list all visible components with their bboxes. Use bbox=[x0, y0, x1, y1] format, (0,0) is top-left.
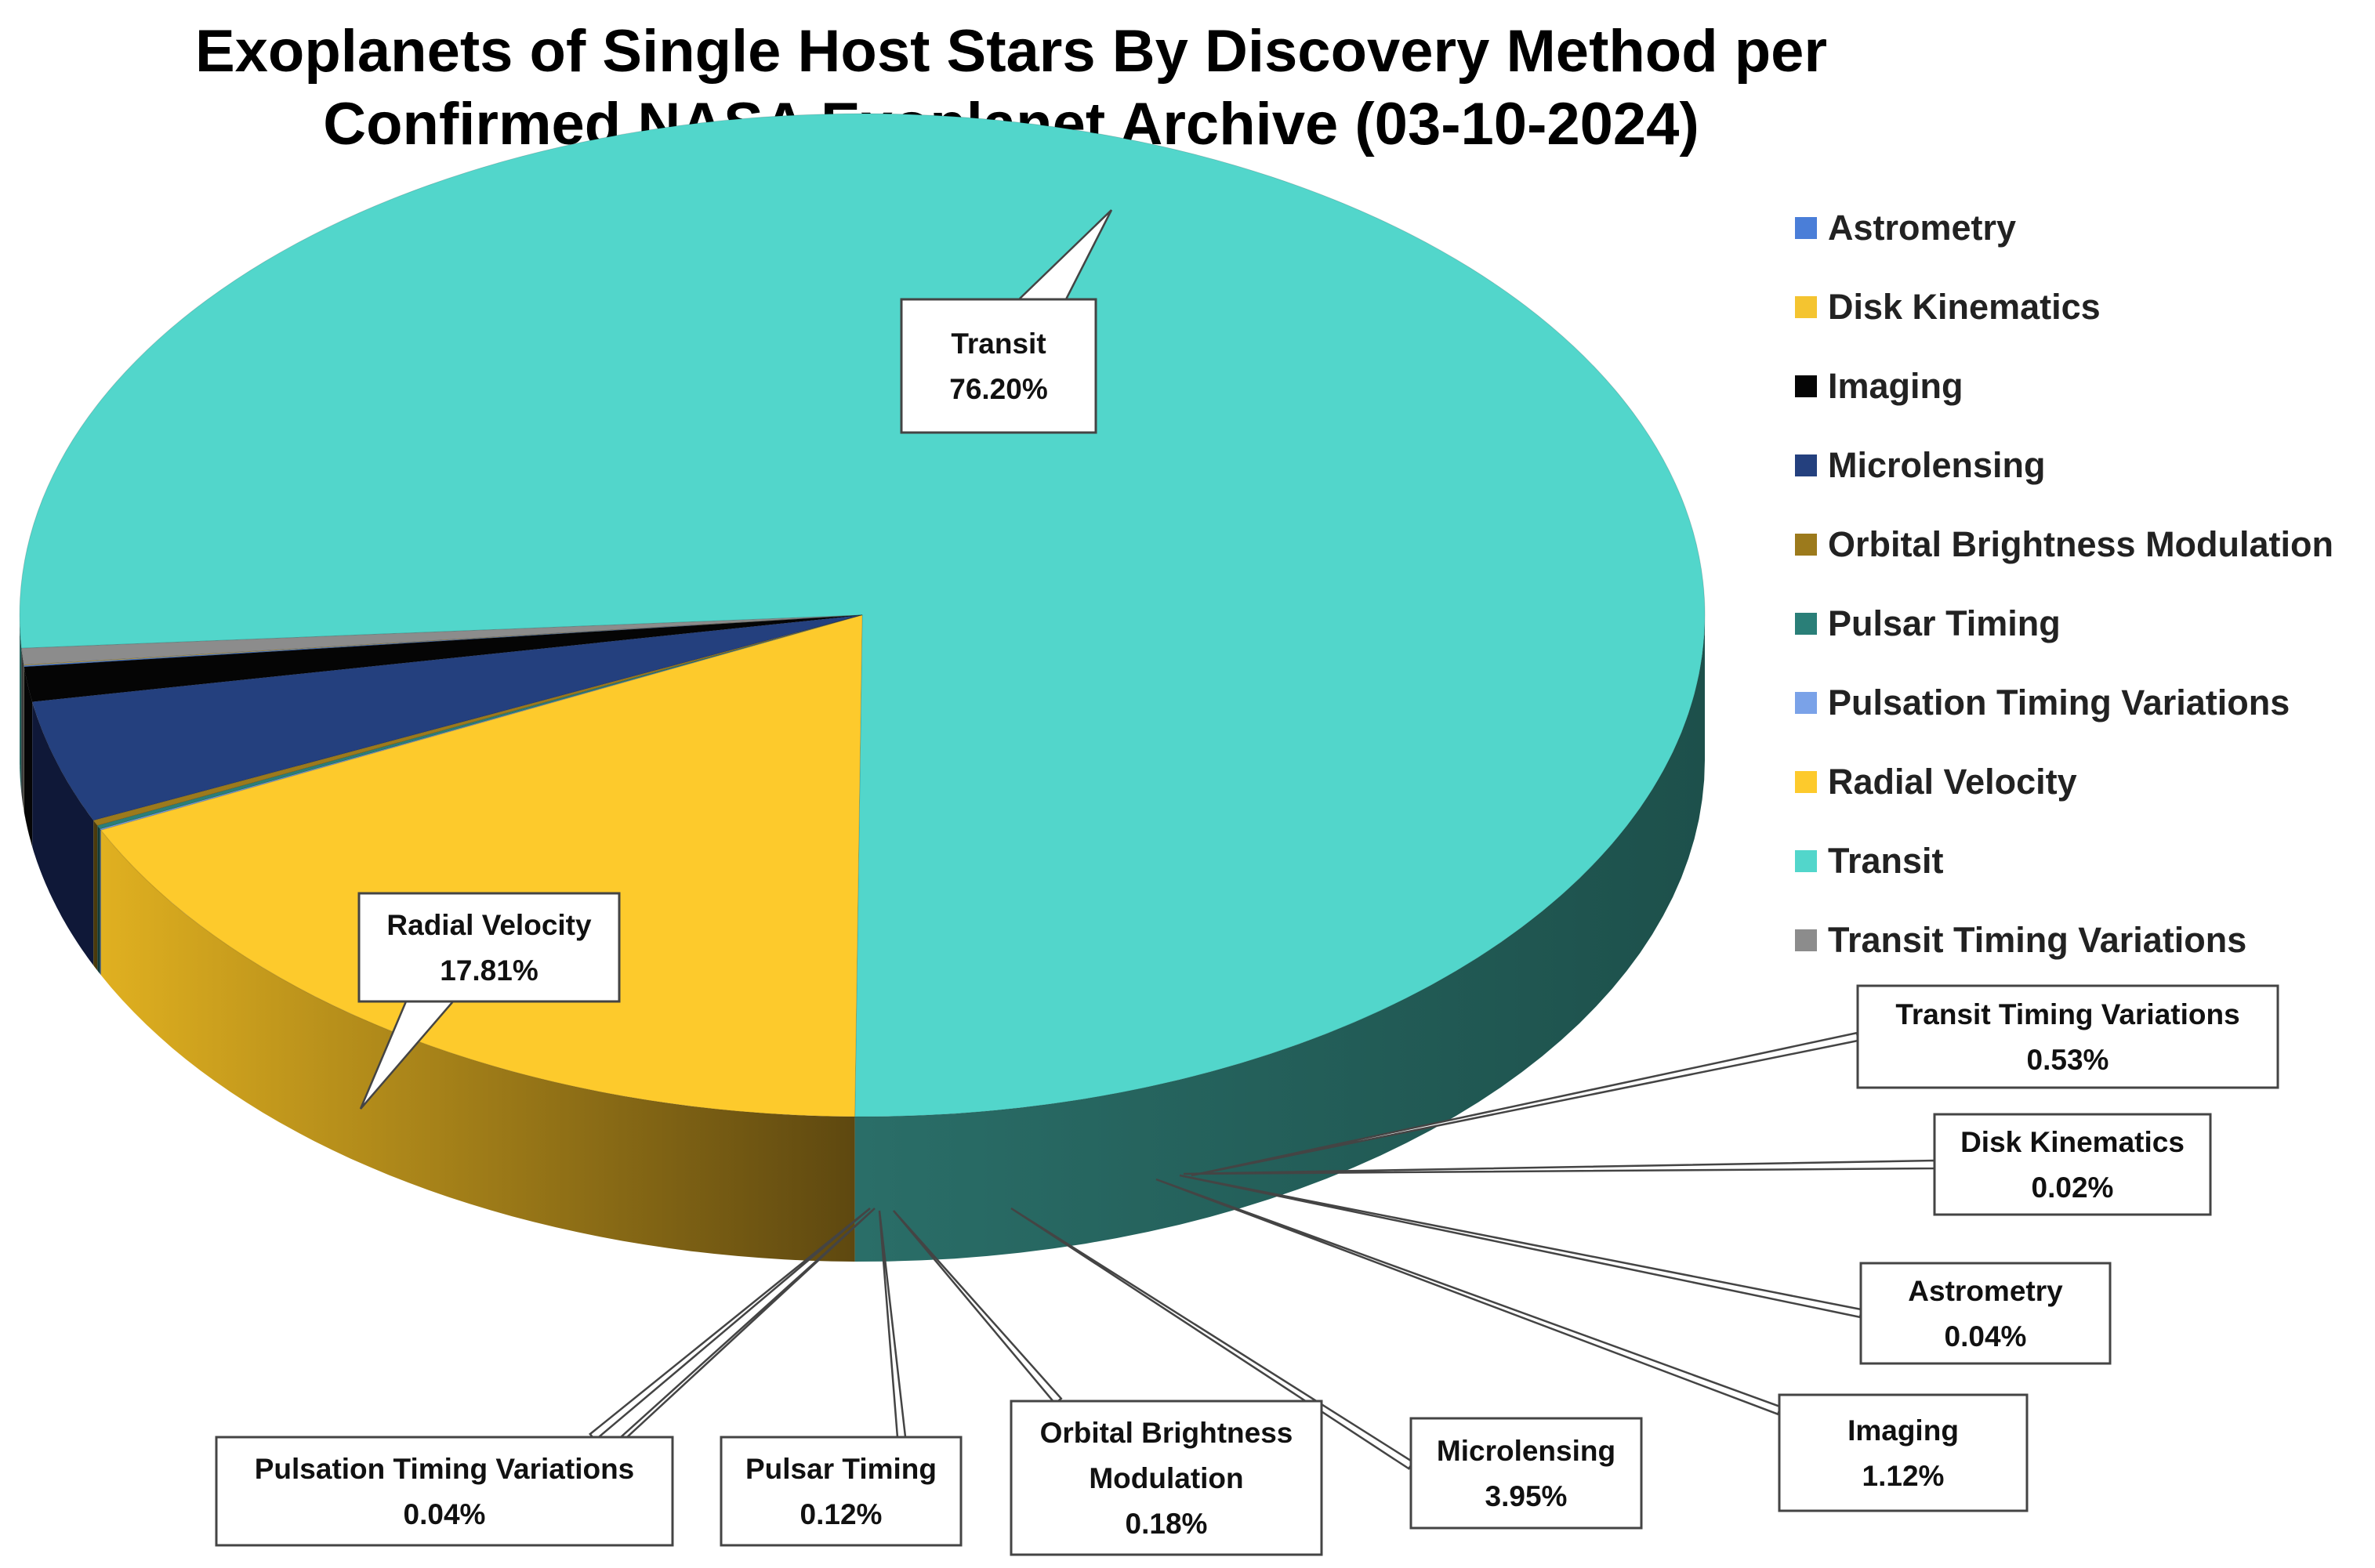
legend-label-pulsar-timing: Pulsar Timing bbox=[1828, 603, 2061, 643]
data-label-transit: Transit 76.20% bbox=[900, 209, 1113, 434]
legend-item-pulsar-timing: Pulsar Timing bbox=[1795, 584, 2333, 663]
legend-item-pulsation-timing-variations: Pulsation Timing Variations bbox=[1795, 663, 2333, 742]
legend-swatch-astrometry bbox=[1795, 216, 1817, 239]
side-wall-transit bbox=[854, 615, 1705, 1262]
side-wall-pulsation-timing-variations bbox=[100, 829, 101, 976]
legend-swatch-transit-timing-variations bbox=[1795, 929, 1817, 951]
slice-transit-timing-variations bbox=[20, 614, 863, 666]
side-wall-radial-velocity bbox=[100, 830, 855, 1262]
label-box-imaging bbox=[1778, 1393, 2029, 1512]
legend-swatch-transit bbox=[1795, 849, 1817, 872]
side-wall-microlensing bbox=[32, 701, 94, 965]
label-name-radial-velocity: Radial Velocity bbox=[386, 909, 592, 941]
legend-item-imaging: Imaging bbox=[1795, 346, 2333, 425]
legend-item-astrometry: Astrometry bbox=[1795, 188, 2333, 267]
data-label-astrometry: Astrometry 0.04% bbox=[1179, 1174, 2112, 1365]
legend-label-orbital-brightness-modulation: Orbital Brightness Modulation bbox=[1828, 523, 2334, 564]
label-value-pulsar-timing: 0.12% bbox=[800, 1498, 883, 1530]
label-name-pulsar-timing: Pulsar Timing bbox=[745, 1453, 937, 1485]
slice-imaging bbox=[24, 614, 863, 703]
label-name-orbital-brightness-modulation: Modulation bbox=[1089, 1462, 1243, 1494]
label-box-transit bbox=[900, 298, 1097, 434]
data-label-imaging: Imaging 1.12% bbox=[1155, 1178, 2029, 1512]
slice-orbital-brightness-modulation bbox=[92, 614, 863, 827]
side-wall-orbital-brightness-modulation bbox=[93, 820, 98, 971]
legend-label-imaging: Imaging bbox=[1828, 365, 1963, 406]
label-value-radial-velocity: 17.81% bbox=[440, 954, 538, 987]
slice-transit bbox=[19, 113, 1706, 1117]
label-value-disk-kinematics: 0.02% bbox=[2032, 1171, 2114, 1204]
label-box-radial-velocity bbox=[357, 892, 621, 1003]
slice-pulsar-timing bbox=[96, 614, 863, 830]
legend-swatch-pulsar-timing bbox=[1795, 612, 1817, 635]
pie-side-walls bbox=[20, 615, 1705, 1262]
slice-microlensing bbox=[31, 614, 863, 821]
legend-label-transit: Transit bbox=[1828, 840, 1944, 881]
legend-swatch-pulsation-timing-variations bbox=[1795, 691, 1817, 714]
pie-slices bbox=[19, 113, 1706, 1117]
label-value-pulsation-timing-variations: 0.04% bbox=[404, 1498, 486, 1530]
legend-swatch-microlensing bbox=[1795, 454, 1817, 476]
chart-legend: Astrometry Disk Kinematics Imaging Microlen… bbox=[1795, 188, 2333, 980]
legend-swatch-disk-kinematics bbox=[1795, 295, 1817, 318]
data-label-pulsation-timing-variations: Pulsation Timing Variations 0.04% bbox=[215, 1208, 876, 1547]
label-name-imaging: Imaging bbox=[1847, 1414, 1959, 1447]
label-name-pulsation-timing-variations: Pulsation Timing Variations bbox=[255, 1453, 635, 1485]
label-value-orbital-brightness-modulation: 0.18% bbox=[1126, 1508, 1208, 1540]
label-name-astrometry: Astrometry bbox=[1908, 1275, 2063, 1307]
data-label-disk-kinematics: Disk Kinematics 0.02% bbox=[1183, 1113, 2212, 1216]
legend-label-pulsation-timing-variations: Pulsation Timing Variations bbox=[1828, 682, 2290, 722]
legend-swatch-imaging bbox=[1795, 375, 1817, 397]
legend-item-transit-timing-variations: Transit Timing Variations bbox=[1795, 900, 2333, 980]
data-label-orbital-brightness-modulation: Orbital Brightness Modulation 0.18% bbox=[893, 1210, 1323, 1556]
data-label-radial-velocity: Radial Velocity 17.81% bbox=[357, 892, 621, 1110]
slice-pulsation-timing-variations bbox=[99, 614, 863, 831]
legend-label-disk-kinematics: Disk Kinematics bbox=[1828, 286, 2101, 327]
label-name-transit: Transit bbox=[951, 328, 1046, 360]
side-wall-transit bbox=[20, 615, 22, 794]
leader-astrometry bbox=[1179, 1174, 1863, 1319]
label-name-orbital-brightness-modulation: Orbital Brightness bbox=[1040, 1417, 1293, 1449]
label-box-pulsar-timing bbox=[720, 1436, 963, 1547]
legend-item-orbital-brightness-modulation: Orbital Brightness Modulation bbox=[1795, 505, 2333, 584]
chart-title-line-1: Exoplanets of Single Host Stars By Disco… bbox=[194, 18, 1828, 85]
legend-label-astrometry: Astrometry bbox=[1828, 207, 2017, 248]
legend-item-radial-velocity: Radial Velocity bbox=[1795, 742, 2333, 821]
legend-swatch-orbital-brightness-modulation bbox=[1795, 533, 1817, 556]
slice-disk-kinematics bbox=[23, 614, 863, 666]
side-wall-imaging bbox=[24, 667, 33, 847]
label-value-astrometry: 0.04% bbox=[1945, 1320, 2027, 1353]
legend-swatch-radial-velocity bbox=[1795, 770, 1817, 793]
side-wall-pulsar-timing bbox=[97, 825, 100, 974]
data-label-pulsar-timing: Pulsar Timing 0.12% bbox=[720, 1210, 963, 1547]
label-box-disk-kinematics bbox=[1933, 1113, 2212, 1216]
side-wall-transit-timing-variations bbox=[21, 648, 24, 810]
leader-imaging bbox=[1155, 1178, 1782, 1416]
label-box-transit-timing-variations bbox=[1856, 984, 2279, 1089]
legend-label-transit-timing-variations: Transit Timing Variations bbox=[1828, 919, 2247, 960]
label-value-transit-timing-variations: 0.53% bbox=[2027, 1044, 2109, 1076]
slice-astrometry bbox=[23, 614, 863, 668]
label-name-microlensing: Microlensing bbox=[1437, 1435, 1615, 1467]
label-box-astrometry bbox=[1859, 1262, 2112, 1365]
label-name-transit-timing-variations: Transit Timing Variations bbox=[1895, 998, 2239, 1030]
label-box-microlensing bbox=[1409, 1417, 1643, 1530]
label-box-pulsation-timing-variations bbox=[215, 1436, 674, 1547]
legend-item-disk-kinematics: Disk Kinematics bbox=[1795, 267, 2333, 346]
legend-label-radial-velocity: Radial Velocity bbox=[1828, 761, 2077, 802]
label-name-disk-kinematics: Disk Kinematics bbox=[1960, 1126, 2185, 1158]
label-value-transit: 76.20% bbox=[949, 373, 1048, 405]
legend-item-microlensing: Microlensing bbox=[1795, 425, 2333, 505]
legend-label-microlensing: Microlensing bbox=[1828, 444, 2046, 485]
label-box-orbital-brightness-modulation bbox=[1010, 1400, 1323, 1556]
legend-item-transit: Transit bbox=[1795, 821, 2333, 900]
data-label-transit-timing-variations: Transit Timing Variations 0.53% bbox=[1191, 984, 2279, 1177]
label-value-microlensing: 3.95% bbox=[1485, 1480, 1568, 1512]
label-value-imaging: 1.12% bbox=[1862, 1460, 1945, 1492]
data-labels: Transit 76.20% Radial Velocity 17.81% Transi… bbox=[215, 209, 2279, 1556]
